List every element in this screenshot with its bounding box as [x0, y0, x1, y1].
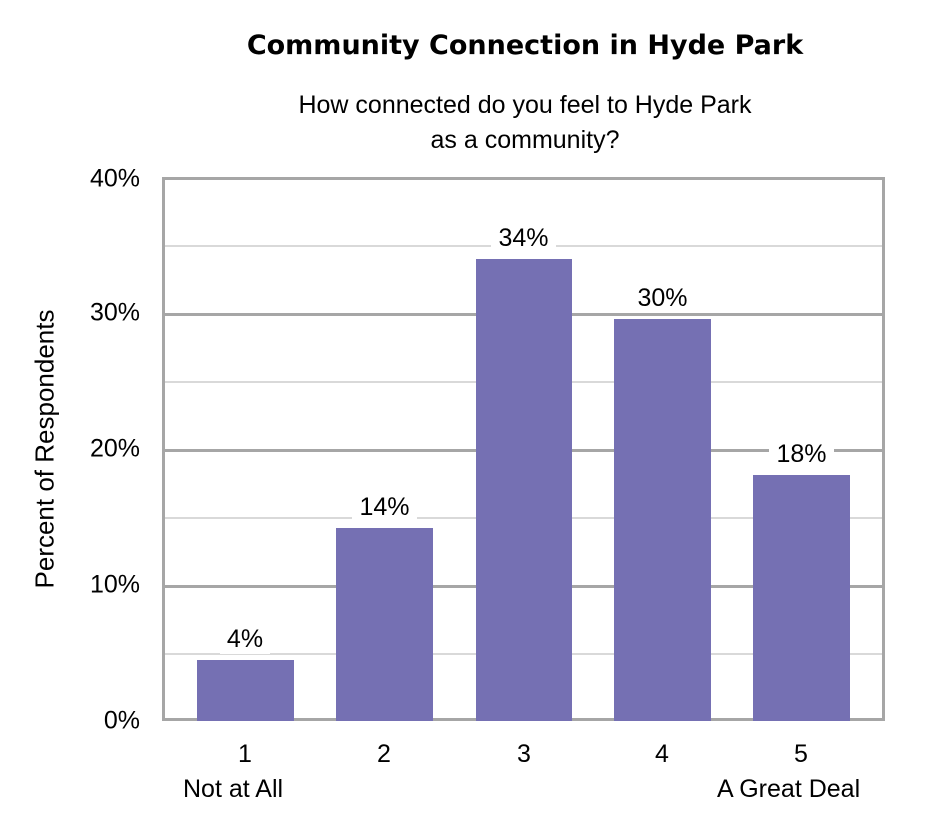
y-tick-0: 0% — [103, 706, 140, 735]
x-tick-4: 4 — [655, 740, 669, 768]
y-tick-40: 40% — [89, 164, 140, 193]
bar-2 — [336, 528, 433, 721]
y-tick-10: 10% — [89, 570, 140, 599]
x-tick-5: 5 — [794, 740, 808, 768]
bar-label-2: 14% — [352, 493, 417, 522]
chart-title: Community Connection in Hyde Park — [246, 30, 804, 61]
x-tick-3: 3 — [517, 740, 531, 768]
y-tick-20: 20% — [89, 434, 140, 463]
bar-label-3: 34% — [491, 224, 556, 253]
bar-label-5: 18% — [769, 440, 834, 469]
y-tick-30: 30% — [89, 298, 140, 327]
subtitle-line-2: as a community? — [430, 126, 620, 154]
bar-5 — [753, 475, 850, 721]
y-axis-label: Percent of Respondents — [29, 309, 60, 589]
x-sublabel-low: Not at All — [183, 775, 284, 803]
bar-4 — [614, 319, 711, 721]
chart-subtitle: How connected do you feel to Hyde Park a… — [230, 88, 820, 158]
x-tick-1: 1 — [238, 740, 252, 768]
bar-label-4: 30% — [630, 284, 695, 313]
x-tick-2: 2 — [377, 740, 391, 768]
bar-3 — [476, 259, 572, 721]
subtitle-line-1: How connected do you feel to Hyde Park — [298, 91, 752, 119]
bar-1 — [197, 660, 294, 721]
x-sublabel-high: A Great Deal — [717, 775, 861, 803]
bar-label-1: 4% — [220, 625, 270, 654]
